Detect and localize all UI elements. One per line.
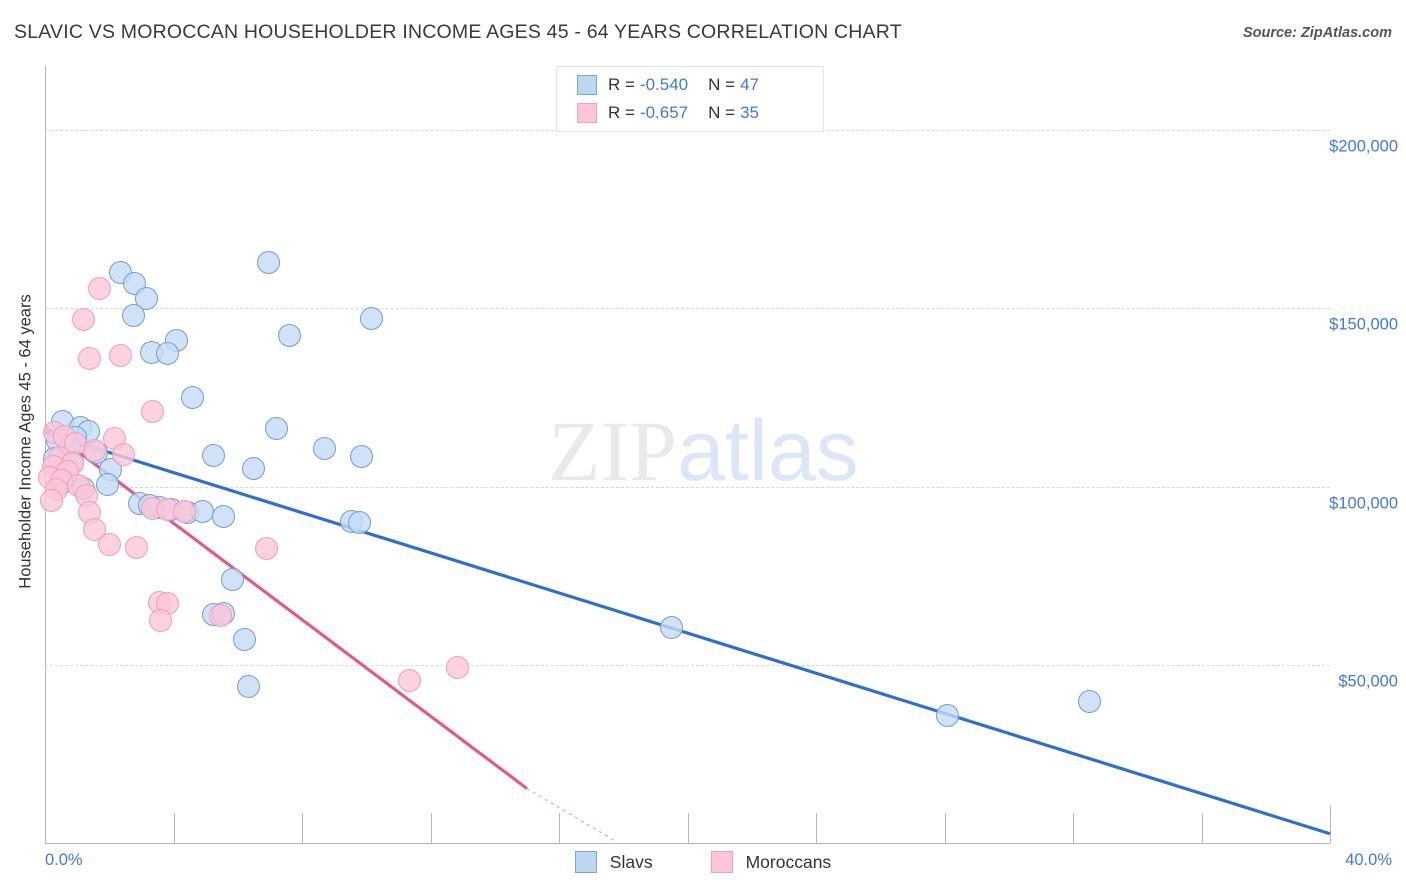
stats-row-slavs: R = -0.540 N = 47 [557, 71, 823, 99]
scatter-point [83, 517, 107, 541]
scatter-point [141, 400, 165, 424]
scatter-point [242, 457, 266, 481]
scatter-point [108, 343, 132, 367]
scatter-point [232, 627, 256, 651]
scatter-point [659, 615, 683, 639]
r-value: -0.540 [639, 75, 689, 94]
n-value: 35 [740, 103, 759, 122]
scatter-point [446, 656, 470, 680]
legend-color-swatch [574, 851, 597, 873]
scatter-point [72, 307, 96, 331]
legend-label: Moroccans [745, 851, 832, 872]
r-value: -0.657 [639, 103, 689, 122]
x-axis-line [45, 843, 1330, 844]
scatter-point [112, 442, 136, 466]
scatter-point [121, 303, 145, 327]
scatter-point [125, 535, 149, 559]
scatter-point [255, 537, 279, 561]
source-attribution: Source: ZipAtlas.com [1242, 25, 1392, 41]
scatter-point [264, 416, 288, 440]
trend-line-extension-moroccans [526, 787, 616, 842]
scatter-point [173, 500, 197, 524]
x-tick-label-min: 0.0% [45, 851, 83, 869]
r-label: R = [608, 75, 635, 94]
zipatlas-watermark: ZIPatlas [548, 408, 859, 494]
x-tick-mark [816, 813, 817, 843]
scatter-point [936, 703, 960, 727]
scatter-point [348, 511, 372, 535]
n-label: N = [708, 75, 736, 94]
scatter-point [78, 347, 102, 371]
n-value: 47 [740, 75, 759, 94]
scatter-point [256, 251, 280, 275]
scatter-point [149, 609, 173, 633]
gridline [45, 308, 1330, 310]
scatter-point [359, 306, 383, 330]
scatter-point [277, 323, 301, 347]
n-label: N = [708, 103, 736, 122]
series-legend: Slavs Moroccans [0, 851, 1406, 873]
y-tick-label: $150,000 [1329, 315, 1398, 334]
y-tick-label: $50,000 [1338, 672, 1398, 691]
y-tick-label: $100,000 [1329, 494, 1398, 513]
watermark-zip: ZIP [548, 403, 677, 499]
page-title: SLAVIC VS MOROCCAN HOUSEHOLDER INCOME AG… [14, 21, 902, 43]
scatter-point [39, 488, 63, 512]
scatter-point [181, 385, 205, 409]
x-tick-mark [173, 813, 175, 843]
stats-color-swatch [577, 103, 597, 123]
x-tick-mark-max [1330, 805, 1331, 843]
scatter-point [208, 604, 232, 628]
scatter-point [1077, 689, 1101, 713]
y-tick-label: $200,000 [1329, 137, 1398, 156]
legend-item-slavs[interactable]: Slavs [574, 851, 653, 873]
x-tick-label-max: 40.0% [1345, 851, 1392, 869]
scatter-point [97, 533, 121, 557]
scatter-point [312, 437, 336, 461]
legend-label: Slavs [609, 851, 653, 872]
scatter-point [134, 286, 158, 310]
scatter-point [398, 668, 422, 692]
scatter-point [237, 675, 261, 699]
scatter-point [155, 341, 179, 365]
legend-item-moroccans[interactable]: Moroccans [710, 851, 832, 873]
scatter-point [349, 445, 373, 469]
legend-color-swatch [710, 851, 733, 873]
x-tick-mark [1073, 813, 1074, 843]
scatter-point [83, 438, 107, 462]
scatter-point [221, 568, 245, 592]
stats-row-moroccans: R = -0.657 N = 35 [557, 99, 823, 127]
scatter-point [202, 444, 226, 468]
scatter-point [211, 505, 235, 529]
correlation-stats-box: R = -0.540 N = 47 R = -0.657 N = 35 [556, 66, 824, 132]
x-tick-mark [944, 813, 946, 843]
x-tick-mark [302, 813, 303, 843]
y-axis-title: Householder Income Ages 45 - 64 years [16, 294, 35, 589]
gridline [45, 486, 1330, 488]
stats-color-swatch [577, 75, 597, 95]
gridline [45, 664, 1330, 666]
x-tick-mark [1201, 813, 1203, 843]
x-tick-mark [559, 813, 560, 843]
scatter-point [88, 276, 112, 300]
scatter-point [96, 472, 120, 496]
x-tick-mark [430, 813, 432, 843]
watermark-atlas: atlas [677, 403, 859, 499]
r-label: R = [608, 103, 635, 122]
x-tick-mark [687, 813, 689, 843]
